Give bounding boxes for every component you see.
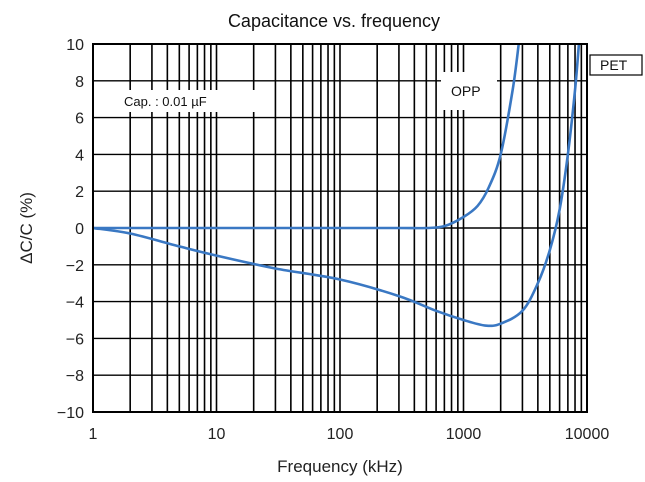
cap-annotation: Cap. : 0.01 µF <box>124 94 207 109</box>
y-tick-label: −8 <box>66 368 84 385</box>
y-tick-label: 4 <box>75 147 84 164</box>
y-axis-label: ΔC/C (%) <box>17 192 36 264</box>
y-tick-label: 8 <box>75 74 84 91</box>
x-tick-label: 1 <box>89 426 98 443</box>
y-tick-label: −4 <box>66 295 84 312</box>
annotations: Cap. : 0.01 µF OPP PET <box>117 54 643 112</box>
y-tick-label: 2 <box>75 184 84 201</box>
x-tick-label: 10 <box>208 426 226 443</box>
opp-label-box <box>441 72 497 110</box>
y-tick-label: −10 <box>57 405 84 422</box>
series-line-pet <box>93 44 581 328</box>
x-tick-label: 10000 <box>565 426 610 443</box>
pet-label-box <box>589 54 643 76</box>
series-line-opp <box>93 44 521 230</box>
y-tick-label: −6 <box>66 331 84 348</box>
x-tick-label: 100 <box>327 426 354 443</box>
plot-frame <box>92 43 588 413</box>
y-tick-label: −2 <box>66 258 84 275</box>
tick-labels: 1 10 100 1000 10000 10 8 6 4 2 0 −2 −4 −6 −8 −10 <box>57 37 609 443</box>
pet-series-label: PET <box>600 57 628 73</box>
chart-title: Capacitance vs. frequency <box>228 11 440 31</box>
x-tick-label: 1000 <box>446 426 482 443</box>
series-layer <box>93 44 581 328</box>
opp-series-label: OPP <box>451 83 481 99</box>
cap-annotation-box <box>117 90 255 112</box>
y-tick-label: 0 <box>75 221 84 238</box>
x-axis-label: Frequency (kHz) <box>277 457 403 476</box>
y-tick-label: 6 <box>75 111 84 128</box>
y-tick-label: 10 <box>66 37 84 54</box>
